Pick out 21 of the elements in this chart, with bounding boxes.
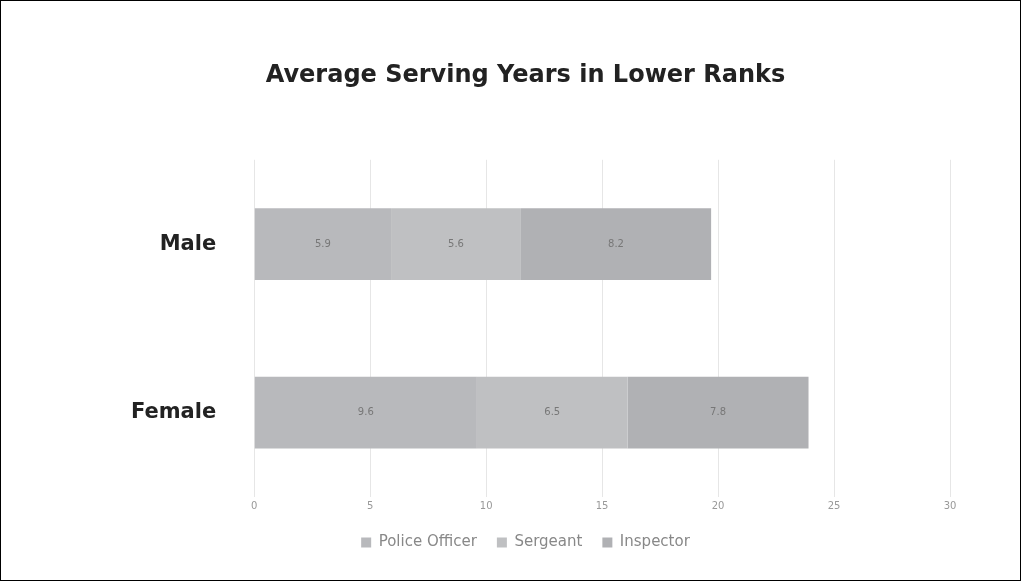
data-label: 7.8	[710, 406, 727, 418]
data-label: 5.9	[314, 237, 331, 249]
x-tick-label: 25	[827, 499, 841, 511]
legend-label: Police Officer	[378, 532, 478, 551]
data-label: 8.2	[608, 237, 624, 249]
data-label: 9.6	[357, 406, 374, 418]
x-tick-label: 5	[367, 499, 374, 511]
data-label: 6.5	[544, 406, 561, 418]
legend-label: Sergeant	[514, 532, 583, 551]
bar	[520, 208, 712, 280]
x-tick-label: 0	[251, 499, 258, 511]
data-label: 5.6	[448, 237, 464, 249]
x-tick-label: 20	[711, 499, 725, 511]
legend-label: Inspector	[619, 532, 691, 551]
bar	[627, 376, 809, 449]
y-tick-label: Female	[131, 399, 217, 424]
x-tick-label: 30	[943, 499, 957, 511]
x-tick-label: 10	[479, 499, 493, 511]
y-tick-label: Male	[159, 230, 217, 255]
chart-title: Average Serving Years in Lower Ranks	[265, 59, 786, 88]
x-tick-label: 15	[595, 499, 609, 511]
